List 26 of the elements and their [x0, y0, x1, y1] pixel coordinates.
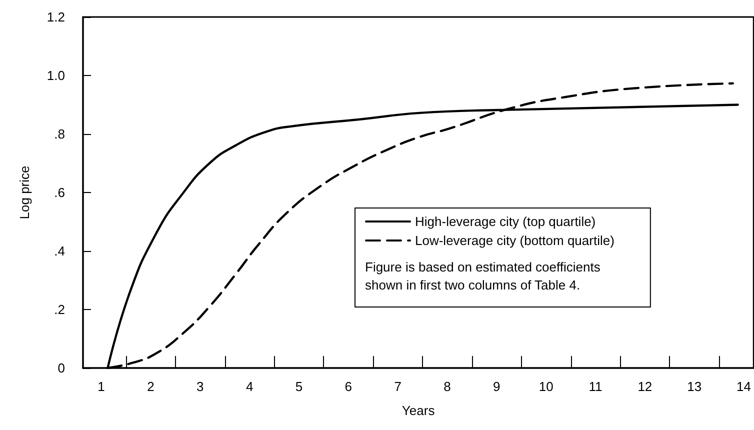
- x-tick-label: 6: [344, 379, 352, 394]
- x-tick-label: 4: [246, 379, 254, 394]
- x-axis-title: Years: [402, 403, 436, 418]
- x-tick-label: 3: [196, 379, 204, 394]
- x-tick-label: 14: [736, 379, 752, 394]
- x-tick-label: 7: [394, 379, 402, 394]
- legend-label: Low-leverage city (bottom quartile): [415, 233, 614, 248]
- x-tick-label: 13: [687, 379, 702, 394]
- y-tick-label: .8: [54, 126, 65, 142]
- y-tick-label: .2: [54, 302, 65, 317]
- x-tick-label: 1: [98, 379, 105, 394]
- x-tick-label: 2: [147, 379, 154, 394]
- x-tick-label: 9: [493, 379, 500, 394]
- y-axis-title: Log price: [17, 166, 32, 220]
- x-tick-label: 8: [444, 379, 451, 394]
- x-tick-label: 12: [638, 379, 652, 394]
- y-tick-label: 1.2: [46, 10, 65, 24]
- x-tick-label: 5: [295, 379, 303, 394]
- x-tick-label: 10: [538, 379, 554, 394]
- y-tick-label: .6: [54, 185, 65, 200]
- x-tick-label: 11: [588, 379, 602, 394]
- legend-label: High-leverage city (top quartile): [415, 214, 596, 229]
- y-tick-label: 0: [58, 360, 65, 376]
- y-tick-label: .4: [54, 244, 65, 258]
- annotation: Figure is based on estimated coefficients shown in first two columns of Table 4.: [365, 260, 601, 292]
- y-tick-label: 1.0: [46, 68, 65, 83]
